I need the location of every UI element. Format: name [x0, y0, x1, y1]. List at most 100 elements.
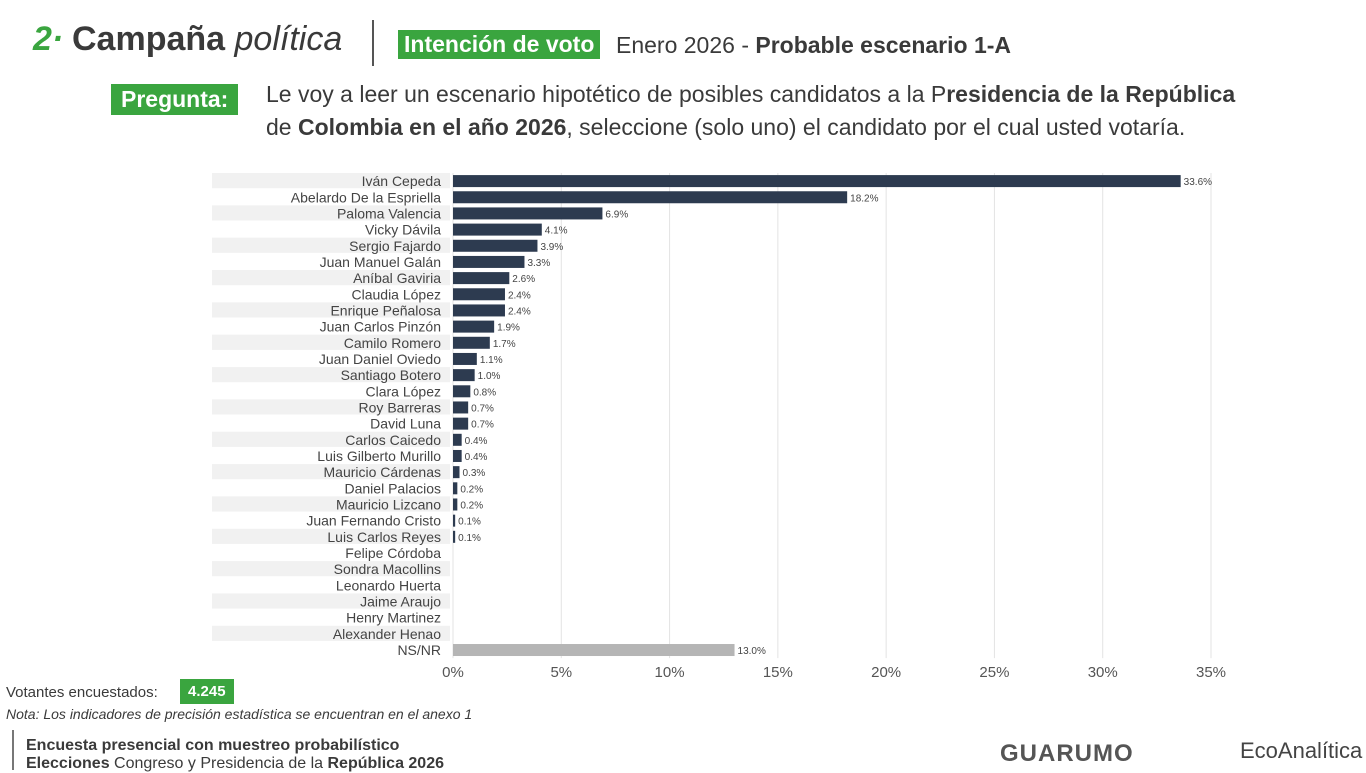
row-stripe [212, 270, 450, 286]
data-label: 3.9% [540, 242, 563, 253]
data-label: 1.0% [478, 371, 501, 382]
data-label: 1.7% [493, 339, 516, 350]
data-label: 4.1% [545, 226, 568, 237]
data-label: 0.7% [471, 420, 494, 431]
category-label: Carlos Caicedo [345, 432, 441, 448]
data-label: 0.2% [460, 500, 483, 511]
row-stripe [212, 173, 450, 189]
data-label: 1.9% [497, 323, 520, 334]
section-bold: Campaña [72, 20, 226, 58]
data-label: 0.4% [465, 452, 488, 463]
x-tick-label: 10% [655, 664, 685, 681]
question-text: Le voy a leer un escenario hipotético de… [266, 78, 1316, 144]
footer-divider [12, 730, 14, 770]
data-label: 18.2% [850, 193, 878, 204]
q-part: Le voy a leer un escenario hipotético de… [266, 81, 947, 107]
category-label: Abelardo De la Espriella [291, 189, 441, 205]
subtitle: Enero 2026 - Probable escenario 1-A [616, 32, 1011, 59]
data-label: 2.4% [508, 306, 531, 317]
bar [453, 644, 735, 657]
row-stripe [212, 625, 450, 641]
row-stripe [212, 399, 450, 415]
category-label: Iván Cepeda [362, 173, 442, 189]
category-label: Felipe Córdoba [345, 545, 441, 561]
bar [453, 239, 538, 252]
category-label: Jaime Araujo [360, 594, 441, 610]
category-label: Mauricio Lizcano [336, 496, 441, 512]
bar [453, 320, 495, 333]
category-label: Camilo Romero [344, 335, 441, 351]
category-label: Luis Gilberto Murillo [317, 448, 441, 464]
x-tick-label: 20% [871, 664, 901, 681]
q-part: de [266, 114, 298, 140]
category-label: Sondra Macollins [334, 561, 441, 577]
question-tag: Pregunta: [111, 84, 239, 115]
category-label: Roy Barreras [359, 399, 441, 415]
bar [453, 255, 525, 268]
row-stripe [212, 431, 450, 447]
topic-tag: Intención de voto [398, 30, 601, 59]
data-label: 0.4% [465, 436, 488, 447]
category-label: Claudia López [351, 286, 441, 302]
x-tick-label: 15% [763, 664, 793, 681]
section-italic: política [234, 20, 343, 58]
category-label: Mauricio Cárdenas [324, 464, 442, 480]
section-title: Campaña política [72, 20, 342, 59]
category-label: Aníbal Gaviria [353, 270, 441, 286]
data-label: 0.2% [460, 484, 483, 495]
bar [453, 433, 462, 446]
f-part: Congreso y Presidencia de la [114, 755, 328, 772]
data-label: 0.1% [458, 517, 481, 528]
voters-label: Votantes encuestados: [6, 684, 158, 701]
section-number: 2· [33, 20, 64, 58]
data-label: 0.7% [471, 403, 494, 414]
bar [453, 191, 848, 204]
row-stripe [212, 528, 450, 544]
bar [453, 369, 475, 382]
guarumo-logo: GUARUMO [1000, 740, 1134, 767]
bar [453, 352, 477, 365]
f-part: República 2026 [327, 755, 445, 772]
data-label: 3.3% [527, 258, 550, 269]
f-part: Elecciones [26, 755, 115, 772]
bar [453, 288, 505, 301]
category-label: David Luna [370, 416, 441, 432]
data-label: 13.0% [738, 646, 766, 657]
data-label: 1.1% [480, 355, 503, 366]
bar-chart: 0% 5% 10% 15% 20% 25% 30% 35% Iván Cepeda 33.6% Ab… [212, 173, 1226, 681]
data-label: 0.3% [462, 468, 485, 479]
bar [453, 482, 458, 495]
row-stripe [212, 561, 450, 577]
data-label: 2.4% [508, 290, 531, 301]
data-label: 6.9% [605, 209, 628, 220]
category-label: Daniel Palacios [345, 480, 442, 496]
category-label: Enrique Peñalosa [330, 302, 441, 318]
q-part: Colombia en el año 2026 [297, 114, 567, 140]
bar [453, 466, 460, 479]
category-label: Henry Martinez [346, 610, 441, 626]
bar [453, 336, 490, 349]
bar [453, 449, 462, 462]
category-label: Sergio Fajardo [349, 238, 441, 254]
bar [453, 530, 456, 543]
row-stripe [212, 593, 450, 609]
footer-line2: Elecciones Congreso y Presidencia de la … [26, 755, 444, 773]
subtitle-bold: Probable escenario 1-A [755, 32, 1012, 58]
note: Nota: Los indicadores de precisión estad… [6, 706, 473, 722]
bar [453, 175, 1181, 188]
voters-count: 4.245 [180, 679, 234, 704]
x-tick-label: 35% [1196, 664, 1226, 681]
data-label: 2.6% [512, 274, 535, 285]
bar [453, 304, 505, 317]
data-label: 33.6% [1184, 177, 1212, 188]
row-stripe [212, 237, 450, 253]
x-tick-label: 30% [1088, 664, 1118, 681]
category-label: Vicky Dávila [365, 222, 441, 238]
bar [453, 514, 456, 527]
bar [453, 223, 542, 236]
category-label: Juan Daniel Oviedo [319, 351, 441, 367]
row-stripe [212, 205, 450, 221]
q-part: , seleccione (solo uno) el candidato por… [566, 114, 1186, 140]
category-label: Leonardo Huerta [336, 577, 441, 593]
data-label: 0.1% [458, 533, 481, 544]
